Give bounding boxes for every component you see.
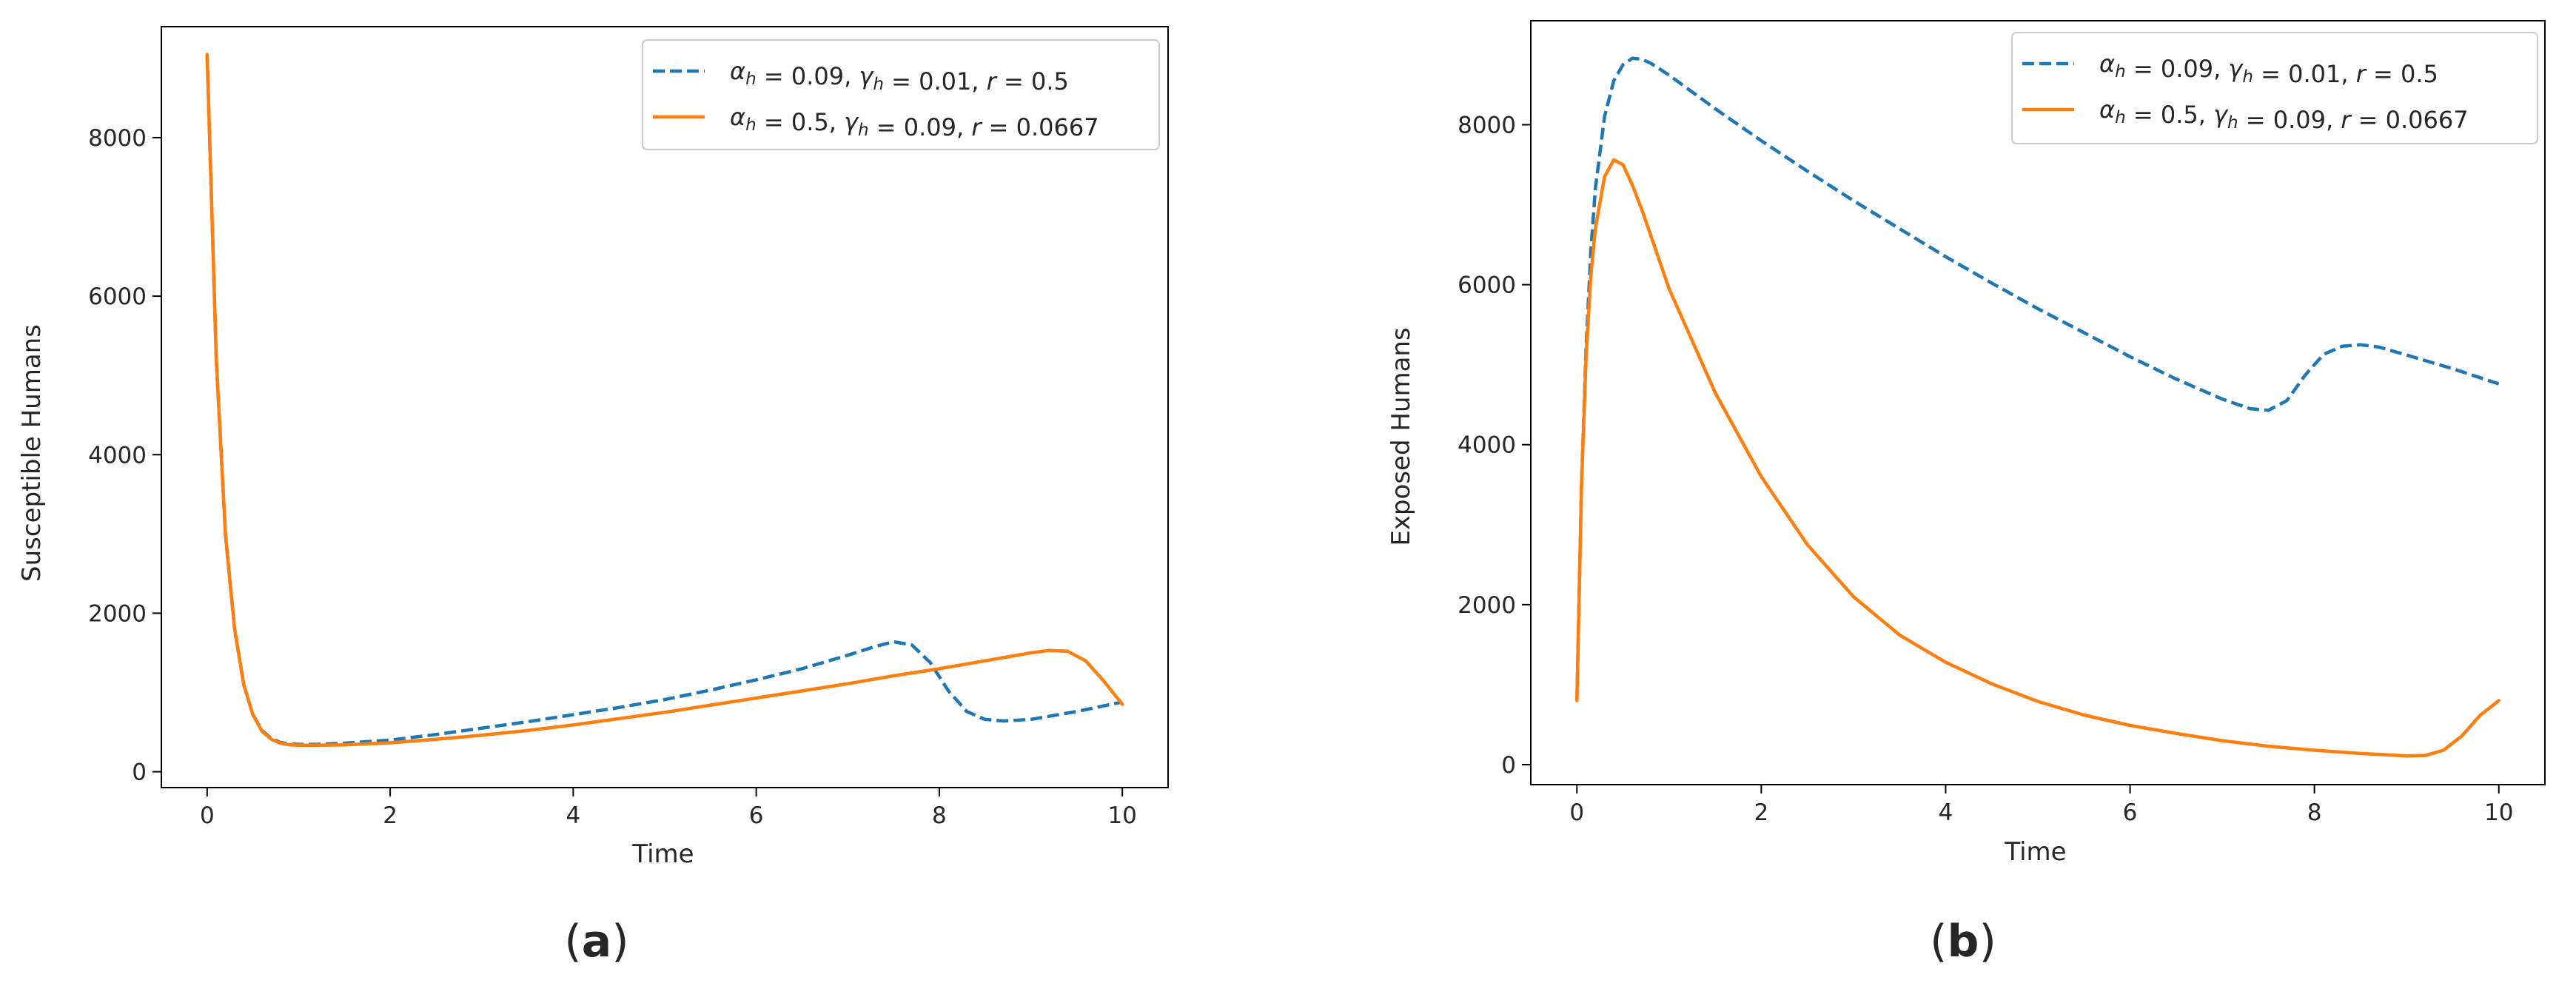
y-tick-label: 8000 [88,125,147,152]
legend-frame [642,39,1160,150]
y-tick-label: 4000 [88,442,147,469]
x-tick-label: 2 [1754,799,1768,826]
legend-label: αh = 0.09, γh = 0.01, r = 0.5 [730,57,1069,95]
x-tick-label: 8 [932,802,947,829]
panel-a: Susceptible Humans Time (a) 0 2 4 6 8 10 0 2000… [17,26,1169,967]
y-tick-label: 2000 [88,600,147,627]
plot-area-b [1530,20,2546,785]
x-tick-label: 4 [1939,799,1953,826]
x-tick-label: 6 [2123,799,2138,826]
panel-b-ylabel: Exposed Humans [1386,327,1416,546]
panel-a-ylabel: Susceptible Humans [17,324,47,582]
y-tick-label: 6000 [88,284,147,310]
panel-a-caption-letter: a [582,916,612,967]
y-tick-label: 0 [1501,752,1516,779]
panel-b: Exposed Humans Time (b) 0 2 4 6 8 10 0 2000 4000… [1386,20,2546,967]
x-tick-label: 0 [200,802,215,829]
legend-label: αh = 0.5, γh = 0.09, r = 0.0667 [2099,95,2469,134]
series-line-solid-orange [1575,158,2500,758]
legend-b: αh = 0.09, γh = 0.01, r = 0.5 αh = 0.5, γ… [2011,32,2538,144]
series-line-solid-orange [205,53,1124,747]
x-tick-label: 10 [2484,799,2513,826]
y-tick-label: 0 [132,759,147,786]
y-tick-label: 8000 [1458,112,1516,138]
panel-b-caption-letter: b [1948,916,1979,967]
panel-b-xlabel: Time [2004,837,2066,867]
legend-label: αh = 0.5, γh = 0.09, r = 0.0667 [730,103,1099,141]
x-tick-label: 4 [566,802,580,829]
x-tick-label: 8 [2307,799,2322,826]
x-tick-label: 10 [1107,802,1136,829]
y-tick-label: 6000 [1458,272,1516,299]
y-tick-label: 4000 [1458,432,1516,459]
series-line-dashed-blue [1575,56,2500,701]
panel-b-caption: (b) [1930,916,1996,967]
panel-a-xlabel: Time [631,839,694,869]
legend-a: αh = 0.09, γh = 0.01, r = 0.5 αh = 0.5, γ… [642,39,1160,150]
x-tick-label: 6 [749,802,764,829]
x-tick-label: 0 [1569,799,1584,826]
plot-area-a [161,26,1169,788]
y-tick-label: 2000 [1458,592,1516,619]
legend-label: αh = 0.09, γh = 0.01, r = 0.5 [2099,50,2438,88]
panel-a-caption: (a) [564,916,628,967]
x-tick-label: 2 [383,802,398,829]
legend-frame [2011,32,2538,144]
